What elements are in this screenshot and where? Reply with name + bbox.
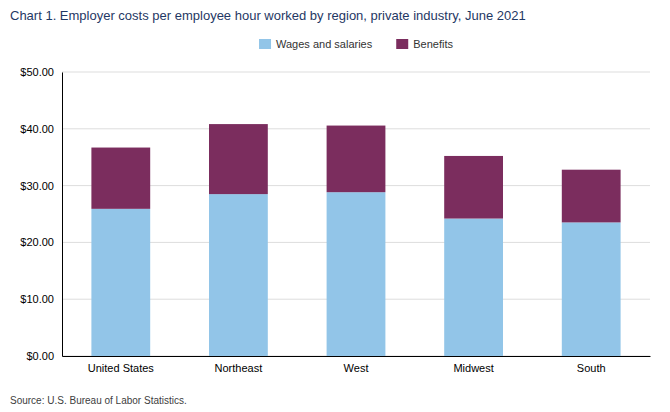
title: Chart 1. Employer costs per employee hou… [10, 8, 526, 23]
axis-line [63, 356, 651, 357]
bars [91, 124, 620, 356]
bar [209, 124, 268, 194]
bar [562, 222, 621, 356]
tick-label: Northeast [215, 362, 263, 374]
bar [444, 219, 503, 356]
legend-item: Wages and salaries [259, 38, 373, 50]
tick-label: $0.00 [26, 350, 54, 362]
tick-label: $40.00 [20, 123, 54, 135]
tick-label: $20.00 [20, 236, 54, 248]
tick: West [344, 362, 369, 374]
bar [562, 170, 621, 223]
plot: United States Northeast West Midwest South $0… [20, 66, 650, 374]
legend-swatch [259, 39, 271, 49]
bar [91, 148, 150, 209]
tick: Midwest [453, 362, 493, 374]
grid-line [62, 72, 650, 73]
legend: Wages and salaries Benefits [259, 38, 453, 50]
tick-label: $10.00 [20, 293, 54, 305]
series [91, 124, 620, 222]
tick: $10.00 [20, 293, 54, 305]
bar [327, 192, 386, 356]
y-axis: $0.00 $10.00 $20.00 $30.00 $40.00 $50.00 [20, 66, 62, 362]
x-axis: United States Northeast West Midwest South [63, 357, 651, 374]
bar [444, 156, 503, 219]
tick-label: West [344, 362, 369, 374]
bar [91, 209, 150, 356]
legend-swatch [396, 39, 408, 49]
legend-item: Benefits [396, 38, 453, 50]
axis-line [62, 73, 63, 357]
annotation: Source: U.S. Bureau of Labor Statistics. [10, 395, 187, 406]
tick: $20.00 [20, 236, 54, 248]
tick: South [577, 362, 606, 374]
tick: $40.00 [20, 123, 54, 135]
legend-label: Wages and salaries [276, 38, 373, 50]
bar [209, 194, 268, 356]
grid [62, 72, 650, 356]
tick-label: South [577, 362, 606, 374]
tick: $50.00 [20, 66, 54, 78]
tick: Northeast [215, 362, 263, 374]
tick-label: United States [88, 362, 155, 374]
tick: $30.00 [20, 180, 54, 192]
tick-label: $50.00 [20, 66, 54, 78]
tick: United States [88, 362, 155, 374]
chart: Chart 1. Employer costs per employee hou… [0, 0, 670, 412]
series [91, 192, 620, 356]
tick: $0.00 [26, 350, 54, 362]
legend-label: Benefits [413, 38, 453, 50]
bar [327, 126, 386, 193]
tick-label: $30.00 [20, 180, 54, 192]
tick-label: Midwest [453, 362, 493, 374]
